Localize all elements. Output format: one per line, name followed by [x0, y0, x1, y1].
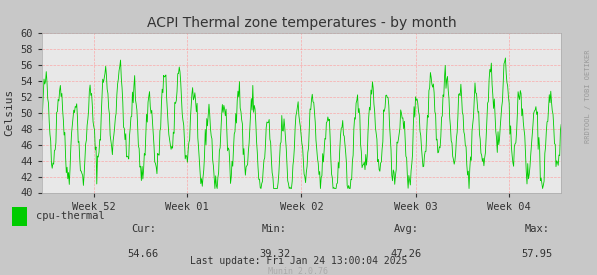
- Text: Munin 2.0.76: Munin 2.0.76: [269, 267, 328, 275]
- Text: 57.95: 57.95: [522, 249, 553, 259]
- Text: Cur:: Cur:: [131, 224, 156, 234]
- Text: Last update: Fri Jan 24 13:00:04 2025: Last update: Fri Jan 24 13:00:04 2025: [190, 256, 407, 266]
- Bar: [12, 207, 27, 225]
- Text: cpu-thermal: cpu-thermal: [36, 211, 104, 221]
- Text: 39.32: 39.32: [259, 249, 290, 259]
- Title: ACPI Thermal zone temperatures - by month: ACPI Thermal zone temperatures - by mont…: [147, 16, 456, 31]
- Text: 47.26: 47.26: [390, 249, 421, 259]
- Text: RRDTOOL / TOBI OETIKER: RRDTOOL / TOBI OETIKER: [585, 50, 591, 143]
- Y-axis label: Celsius: Celsius: [5, 89, 15, 136]
- Text: Min:: Min:: [262, 224, 287, 234]
- Text: 54.66: 54.66: [128, 249, 159, 259]
- Text: Max:: Max:: [525, 224, 550, 234]
- Text: Avg:: Avg:: [393, 224, 418, 234]
